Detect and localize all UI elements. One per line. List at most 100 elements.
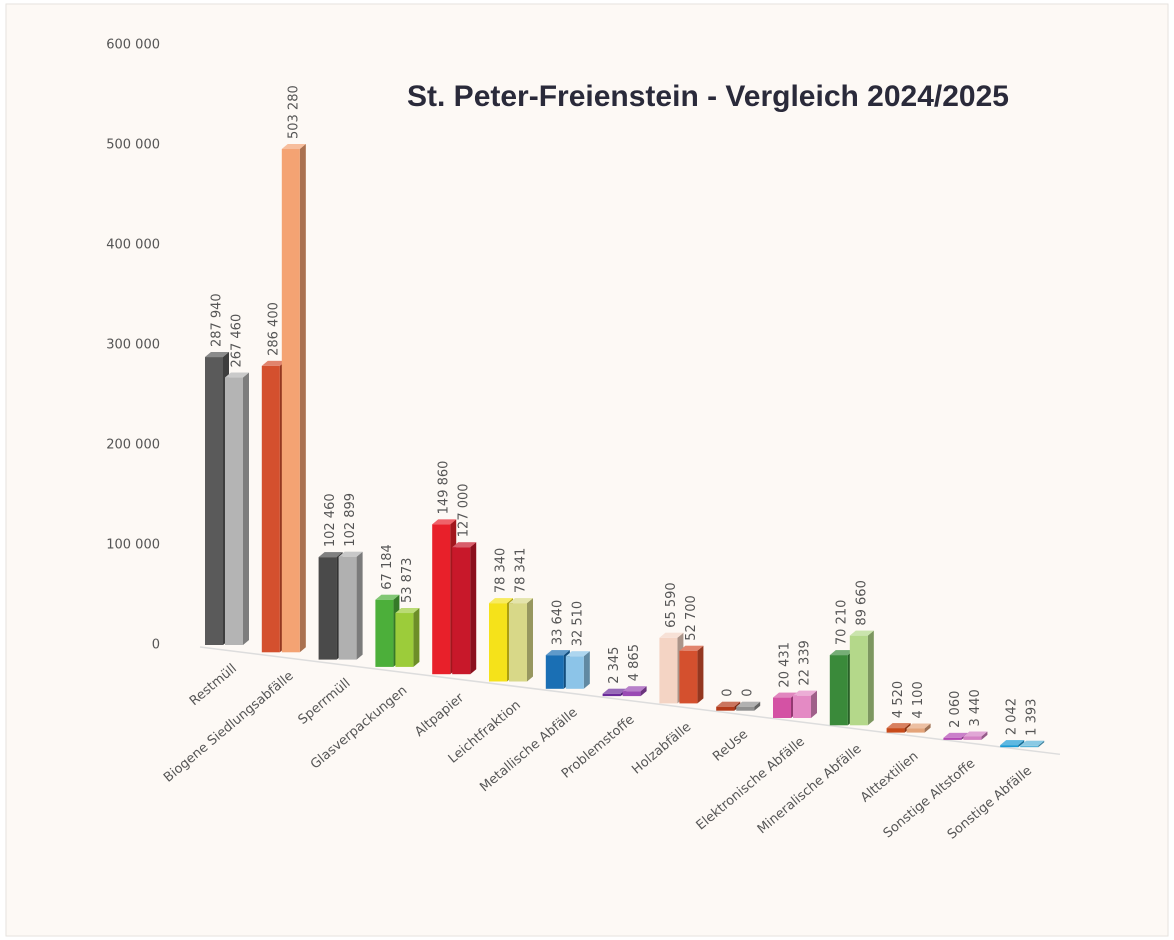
bar-top <box>375 594 400 600</box>
bar-top-shade <box>395 608 420 614</box>
bar-side <box>1038 740 1045 748</box>
bar-top-shade <box>963 731 988 737</box>
bar-top-shade <box>432 519 457 525</box>
bar-side <box>867 630 874 726</box>
value-label: 78 341 <box>514 548 529 594</box>
bar <box>793 695 811 718</box>
bar-top <box>565 651 590 657</box>
bar-side-shade <box>981 731 988 740</box>
bar-top-shade <box>225 372 249 378</box>
y-tick-label: 600 000 <box>106 38 160 53</box>
bar-top-shade <box>906 723 931 729</box>
value-label: 67 184 <box>380 544 395 590</box>
bar-top <box>849 630 874 636</box>
bar <box>679 650 698 704</box>
bar-top <box>716 701 741 707</box>
bar-top-shade <box>1000 740 1025 746</box>
bar-side-shade <box>867 630 874 726</box>
bar-top <box>829 650 854 656</box>
bar-side <box>754 701 761 711</box>
bar <box>716 706 735 711</box>
bar-side-shade <box>754 701 761 711</box>
bar <box>736 706 755 711</box>
value-label: 0 <box>741 688 756 696</box>
bar-top-shade <box>261 360 286 366</box>
bar <box>509 603 527 682</box>
bar-top-shade <box>736 701 761 707</box>
bar-side <box>1018 740 1025 748</box>
background <box>5 3 1169 937</box>
bar-top-shade <box>773 692 797 698</box>
value-label: 32 510 <box>570 601 585 647</box>
bar <box>545 655 564 689</box>
bar-side-shade <box>583 651 590 689</box>
baseline <box>199 646 1061 756</box>
bar <box>829 655 848 726</box>
value-label: 52 700 <box>684 595 699 641</box>
bar-side-shade <box>299 144 306 653</box>
bar-top-shade <box>829 650 854 656</box>
bar <box>886 728 905 733</box>
bar-top <box>261 360 286 366</box>
bar-side-shade <box>470 542 477 675</box>
bar-top <box>281 144 306 150</box>
bar-top-shade <box>545 650 570 656</box>
bar <box>1020 745 1039 748</box>
value-label: 3 440 <box>968 689 983 726</box>
bar <box>906 728 925 733</box>
bar-top-shade <box>849 630 874 636</box>
bar-top <box>679 645 704 651</box>
bar <box>338 556 357 660</box>
value-label: 1 393 <box>1025 699 1040 736</box>
value-label: 2 060 <box>948 691 963 728</box>
bar-top-shade <box>281 144 306 150</box>
bar <box>261 365 280 653</box>
value-label: 267 460 <box>230 314 245 368</box>
y-tick-label: 200 000 <box>106 438 160 453</box>
bar-top <box>659 632 684 638</box>
y-tick-label: 0 <box>152 638 160 653</box>
value-label: 4 520 <box>891 681 906 718</box>
bar-top-shade <box>1020 740 1045 746</box>
bar-side-shade <box>811 690 817 718</box>
bar-side <box>527 598 533 682</box>
bar <box>225 377 243 645</box>
bar-side-shade <box>413 608 420 667</box>
bar-side-shade <box>697 645 704 704</box>
value-label: 78 340 <box>494 548 509 594</box>
y-tick-label: 300 000 <box>106 338 160 353</box>
value-label: 149 860 <box>437 461 452 515</box>
bar <box>375 599 394 667</box>
bar-side <box>243 372 249 645</box>
bar-top-shade <box>943 732 968 738</box>
y-tick-label: 100 000 <box>106 538 160 553</box>
bar <box>622 691 641 697</box>
value-label: 22 339 <box>798 640 813 686</box>
bar-top-shade <box>318 552 343 558</box>
bar-top <box>395 608 420 614</box>
bar-top <box>943 732 968 738</box>
bar-side <box>981 731 988 740</box>
bar-side-shade <box>527 598 533 682</box>
bar-side <box>583 651 590 689</box>
bar <box>602 693 621 697</box>
bar-top <box>545 650 570 656</box>
bar-top-shade <box>205 352 229 358</box>
value-label: 33 640 <box>550 600 565 646</box>
bar <box>452 547 471 675</box>
bar-top <box>489 598 513 604</box>
bar-side <box>811 690 817 718</box>
value-label: 0 <box>721 688 736 696</box>
value-label: 2 345 <box>607 647 622 684</box>
value-label: 70 210 <box>834 600 849 646</box>
bar <box>318 557 337 660</box>
bar-side-shade <box>640 686 647 697</box>
bar-top-shade <box>509 598 533 604</box>
bar-top-shade <box>489 598 513 604</box>
bar-top-shade <box>338 551 363 557</box>
bar-top <box>225 372 249 378</box>
bar-top <box>622 686 647 692</box>
bar <box>963 736 982 740</box>
bar-top-shade <box>602 688 627 694</box>
